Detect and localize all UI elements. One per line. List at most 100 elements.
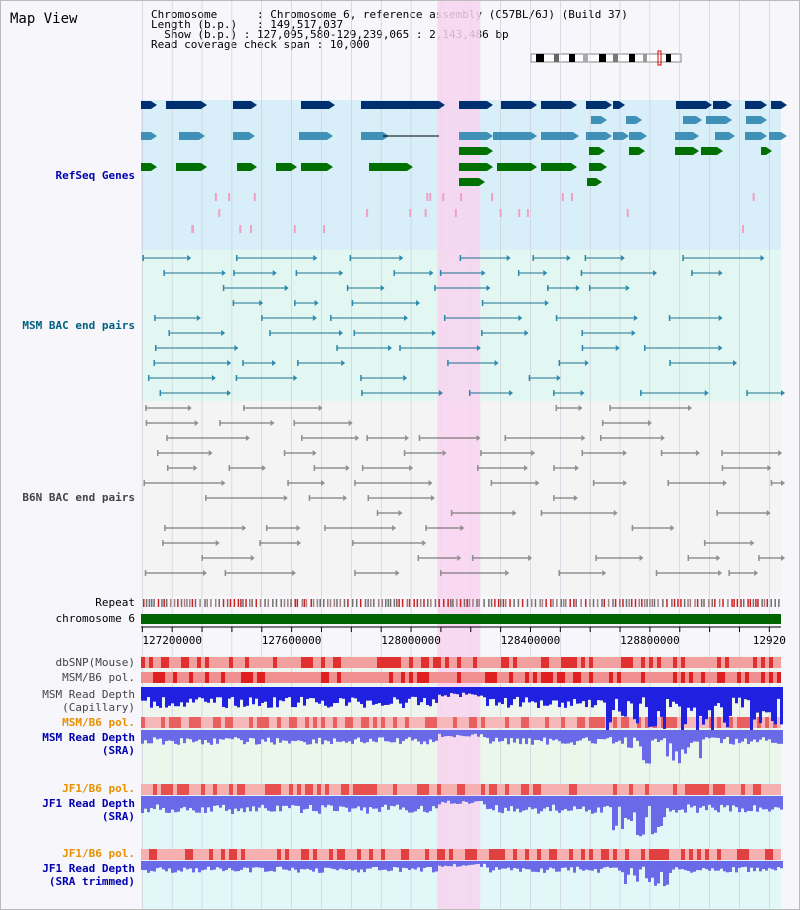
msm-bac-pairs[interactable] — [142, 255, 785, 396]
bac-end — [524, 330, 529, 336]
pink-feature — [518, 209, 521, 217]
heat-cell — [549, 717, 553, 728]
depth-bar — [606, 796, 609, 806]
b6n-bac-track-label[interactable]: B6N BAC end pairs — [22, 491, 135, 504]
depth-bar — [651, 796, 654, 835]
bac-end — [269, 330, 271, 336]
depth-bar — [546, 687, 549, 706]
heat-cell — [525, 784, 529, 795]
depth-bar — [666, 730, 669, 757]
depth-bar — [414, 687, 417, 697]
depth-bar — [531, 730, 534, 745]
depth-bar — [471, 730, 474, 735]
depth-bar — [351, 730, 354, 744]
bac-end — [399, 255, 404, 261]
heat-cell — [221, 717, 225, 728]
depth-bar — [429, 730, 432, 740]
depth-bar — [210, 687, 213, 699]
heat-cell — [241, 672, 245, 683]
depth-bar — [285, 687, 288, 699]
bac-end — [639, 555, 644, 561]
gene-arrow — [531, 101, 537, 109]
depth-bar — [357, 687, 360, 702]
gene-arrow — [781, 101, 787, 109]
bac-end — [512, 510, 517, 516]
heat-cell — [629, 672, 633, 683]
heat-cell — [509, 784, 513, 795]
depth-bar — [249, 730, 252, 739]
depth-bar — [408, 796, 411, 813]
gene-exon — [771, 101, 781, 109]
refseq-gene-features[interactable] — [141, 101, 787, 233]
depth-bar — [168, 730, 171, 741]
heat-cell — [573, 657, 577, 668]
depth-bar — [285, 796, 288, 806]
gene-arrow — [606, 101, 612, 109]
bac-end — [430, 495, 435, 501]
depth-bar — [201, 730, 204, 745]
depth-bar — [552, 861, 555, 869]
heat-cell — [301, 784, 305, 795]
depth-bar — [609, 796, 612, 808]
depth-bar — [177, 796, 180, 812]
heat-cell — [713, 717, 717, 728]
repeat-element — [296, 599, 299, 607]
heat-cell — [633, 717, 637, 728]
heat-cell — [729, 784, 733, 795]
repeat-element — [526, 599, 529, 607]
heat-cell — [501, 784, 505, 795]
bac-end — [718, 315, 723, 321]
ideogram-position-marker — [657, 50, 662, 66]
depth-bar — [348, 861, 351, 870]
depth-bar — [393, 861, 396, 868]
bac-end — [283, 450, 286, 456]
depth-bar — [240, 796, 243, 809]
heat-cell — [665, 784, 669, 795]
heat-cell — [457, 849, 461, 860]
depth-bar — [318, 861, 321, 873]
heat-cell — [217, 849, 221, 860]
depth-bar — [486, 861, 489, 868]
chromosome-ideogram[interactable] — [530, 50, 682, 66]
gene-exon — [675, 132, 693, 140]
heat-cell — [605, 657, 609, 668]
gene-exon — [459, 178, 479, 186]
depth-bar — [483, 730, 486, 738]
heat-cell — [721, 784, 725, 795]
depth-bar — [579, 796, 582, 809]
depth-bar — [156, 796, 159, 805]
depth-bar — [519, 796, 522, 813]
bac-end — [688, 405, 693, 411]
heat-cell — [393, 849, 397, 860]
bac-end — [297, 360, 299, 366]
repeat-element — [552, 599, 554, 607]
heat-cell — [321, 657, 325, 668]
heat-cell — [157, 849, 161, 860]
heat-cell — [389, 672, 393, 683]
heat-cell — [329, 849, 333, 860]
depth-bar — [252, 730, 255, 739]
repeat-element — [396, 599, 398, 607]
depth-bar — [255, 687, 258, 699]
heat-cell — [577, 849, 581, 860]
depth-bar — [765, 730, 768, 741]
depth-bar — [144, 730, 147, 741]
depth-bar — [429, 796, 432, 812]
depth-bar — [474, 730, 477, 734]
heat-cell — [309, 672, 313, 683]
depth-bar — [327, 861, 330, 868]
depth-bar — [387, 730, 390, 742]
bac-end — [486, 285, 491, 291]
depth-bar — [735, 687, 738, 704]
depth-bar — [762, 687, 765, 712]
heat-cell — [669, 849, 673, 860]
b6n-bac-pairs[interactable] — [143, 405, 785, 576]
repeat-element — [757, 599, 759, 607]
heat-cell — [297, 849, 301, 860]
heat-cell — [277, 849, 281, 860]
msm-bac-track-label[interactable]: MSM BAC end pairs — [22, 319, 135, 332]
depth-bar — [729, 861, 732, 872]
refseq-track-label[interactable]: RefSeq Genes — [56, 169, 135, 182]
